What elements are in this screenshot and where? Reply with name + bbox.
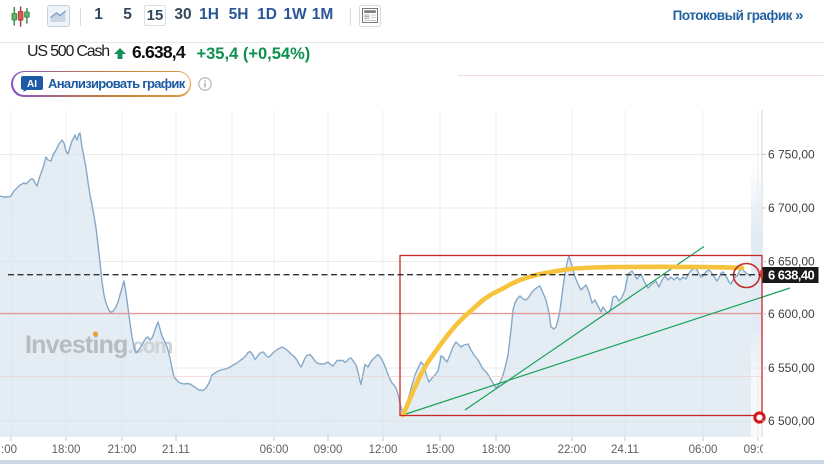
svg-text:22:00: 22:00 [558,444,587,456]
svg-text:18:00: 18:00 [52,444,81,456]
svg-text:12:00: 12:00 [369,444,398,456]
svg-text:21:00: 21:00 [108,444,137,456]
svg-text:6 650,00: 6 650,00 [768,255,815,269]
svg-text:09:00: 09:00 [744,444,773,456]
svg-text:24.11: 24.11 [611,444,639,456]
svg-text:06:00: 06:00 [689,444,718,456]
svg-text:09:00: 09:00 [314,444,343,456]
svg-text:18:00: 18:00 [482,444,511,456]
svg-text:6 750,00: 6 750,00 [768,148,815,162]
svg-text:6 600,00: 6 600,00 [768,307,815,321]
svg-text:6 638,40: 6 638,40 [768,268,815,283]
svg-text:6 550,00: 6 550,00 [768,361,815,375]
svg-text:15:00: 15:00 [426,444,455,456]
svg-text:06:00: 06:00 [260,444,289,456]
svg-text:21.11: 21.11 [162,444,190,456]
svg-text:AI: AI [27,79,37,90]
svg-text::00: :00 [1,444,17,456]
svg-text:Investing.com: Investing.com [25,331,172,359]
svg-text:6 500,00: 6 500,00 [768,414,815,428]
svg-text:6 700,00: 6 700,00 [768,201,815,215]
